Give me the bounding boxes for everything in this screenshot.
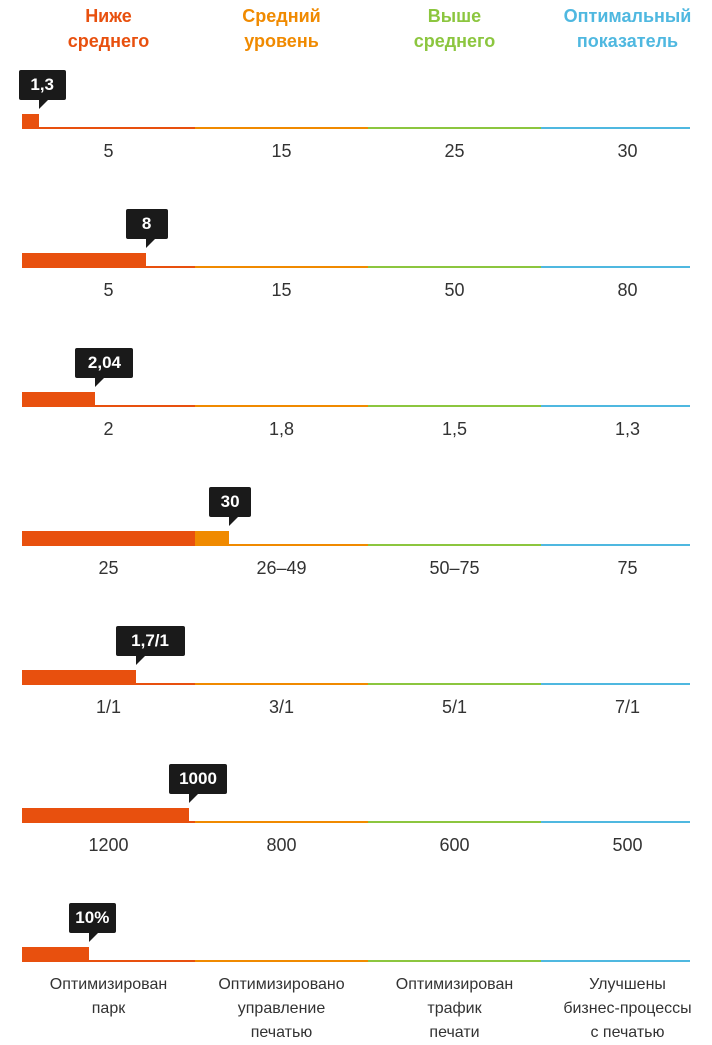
scale-label: 25 bbox=[444, 141, 465, 161]
scale-segment bbox=[368, 960, 541, 962]
value-callout: 8 bbox=[125, 209, 168, 239]
scale-segment bbox=[22, 127, 195, 129]
column-header-line: Ниже bbox=[85, 6, 132, 26]
scale-segment bbox=[541, 266, 690, 268]
scale-segment bbox=[195, 127, 368, 129]
value-fill-bar bbox=[22, 808, 189, 823]
scale-label: 7/1 bbox=[614, 697, 641, 717]
column-header-line: уровень bbox=[244, 31, 319, 51]
scale-label: Оптимизирован трафик печати bbox=[368, 973, 541, 1045]
value-fill-bar bbox=[22, 531, 195, 546]
scale-label-line: трафик bbox=[427, 1000, 482, 1017]
value-callout-pointer bbox=[229, 517, 239, 526]
scale-label-line: печатью bbox=[250, 1024, 313, 1041]
value-callout: 2,04 bbox=[75, 348, 134, 378]
scale-segment bbox=[541, 127, 690, 129]
scale-segment bbox=[195, 683, 368, 685]
scale-label: 600 bbox=[439, 835, 470, 855]
scale-label: 2 bbox=[103, 419, 114, 439]
scale-label-line: печати bbox=[429, 1024, 480, 1041]
value-callout: 1000 bbox=[169, 764, 227, 794]
scale-label: 26–49 bbox=[256, 558, 307, 578]
scale-label: 15 bbox=[271, 280, 292, 300]
scale-label: 1,3 bbox=[614, 419, 641, 439]
scale-segment bbox=[541, 821, 690, 823]
value-callout: 1,7/1 bbox=[115, 626, 185, 656]
value-callout: 30 bbox=[209, 487, 252, 517]
scale-label: 80 bbox=[617, 280, 638, 300]
scale-segment bbox=[541, 405, 690, 407]
scale-segment bbox=[195, 544, 368, 546]
scale-label-line: Улучшены bbox=[589, 976, 666, 993]
column-header-line: среднего bbox=[67, 31, 150, 51]
value-fill-bar bbox=[22, 392, 96, 407]
scale-label: 5 bbox=[103, 280, 114, 300]
scale-label-line: бизнес-процессы bbox=[563, 1000, 692, 1017]
column-header-3: Оптимальный показатель bbox=[541, 4, 712, 54]
scale-segment bbox=[368, 405, 541, 407]
value-fill-bar bbox=[22, 114, 39, 129]
value-fill-bar-overflow bbox=[195, 531, 230, 546]
scale-label: 50–75 bbox=[429, 558, 480, 578]
scale-label: Улучшены бизнес-процессы с печатью bbox=[541, 973, 712, 1045]
column-header-line: Оптимальный bbox=[563, 6, 692, 26]
column-header-line: среднего bbox=[413, 31, 496, 51]
value-callout: 10% bbox=[68, 903, 116, 933]
scale-label-line: Оптимизировано bbox=[218, 976, 345, 993]
scale-label: 1,5 bbox=[441, 419, 468, 439]
column-header-line: Средний bbox=[242, 6, 321, 26]
value-fill-bar bbox=[22, 947, 89, 962]
scale-label: 30 bbox=[617, 141, 638, 161]
scale-segment bbox=[368, 266, 541, 268]
scale-label: 15 bbox=[271, 141, 292, 161]
column-header-1: Средний уровень bbox=[195, 4, 368, 54]
scale-segment bbox=[22, 405, 195, 407]
column-header-0: Ниже среднего bbox=[22, 4, 195, 54]
scale-segment bbox=[368, 821, 541, 823]
scale-label: 50 bbox=[444, 280, 465, 300]
scale-label-line: управление bbox=[237, 1000, 326, 1017]
scale-segment bbox=[368, 544, 541, 546]
scale-label: 5 bbox=[103, 141, 114, 161]
scale-label: Оптимизировано управление печатью bbox=[195, 973, 368, 1045]
column-header-2: Выше среднего bbox=[368, 4, 541, 54]
scale-label: 3/1 bbox=[268, 697, 295, 717]
value-callout-pointer bbox=[145, 239, 155, 248]
scale-label: 500 bbox=[612, 835, 643, 855]
column-header-line: показатель bbox=[576, 31, 679, 51]
scale-label-line: Оптимизирован bbox=[395, 976, 514, 993]
scale-label: 5/1 bbox=[441, 697, 468, 717]
scale-segment bbox=[541, 683, 690, 685]
scale-label: 1/1 bbox=[95, 697, 122, 717]
value-callout-pointer bbox=[189, 794, 198, 803]
scale-label-line: с печатью bbox=[590, 1024, 665, 1041]
scale-segment bbox=[541, 960, 690, 962]
scale-segment bbox=[195, 266, 368, 268]
value-callout: 1,3 bbox=[18, 70, 66, 100]
value-callout-pointer bbox=[88, 933, 98, 942]
value-callout-pointer bbox=[95, 378, 105, 387]
value-fill-bar bbox=[22, 670, 136, 685]
scale-label-line: Оптимизирован bbox=[49, 976, 168, 993]
scale-label: 1200 bbox=[88, 835, 129, 855]
scale-segment bbox=[541, 544, 690, 546]
scale-label: 1,8 bbox=[268, 419, 295, 439]
value-fill-bar bbox=[22, 253, 146, 268]
scale-label-line: парк bbox=[91, 1000, 126, 1017]
scale-segment bbox=[195, 821, 368, 823]
scale-label: 800 bbox=[266, 835, 297, 855]
scale-segment bbox=[368, 683, 541, 685]
column-header-line: Выше bbox=[427, 6, 482, 26]
value-callout-pointer bbox=[135, 656, 145, 665]
scale-segment bbox=[195, 960, 368, 962]
scale-segment bbox=[195, 405, 368, 407]
scale-label: Оптимизирован парк bbox=[22, 973, 195, 1021]
value-callout-pointer bbox=[38, 100, 48, 109]
scale-segment bbox=[368, 127, 541, 129]
scale-label: 25 bbox=[98, 558, 119, 578]
scale-label: 75 bbox=[617, 558, 638, 578]
scale-segment bbox=[22, 960, 195, 962]
